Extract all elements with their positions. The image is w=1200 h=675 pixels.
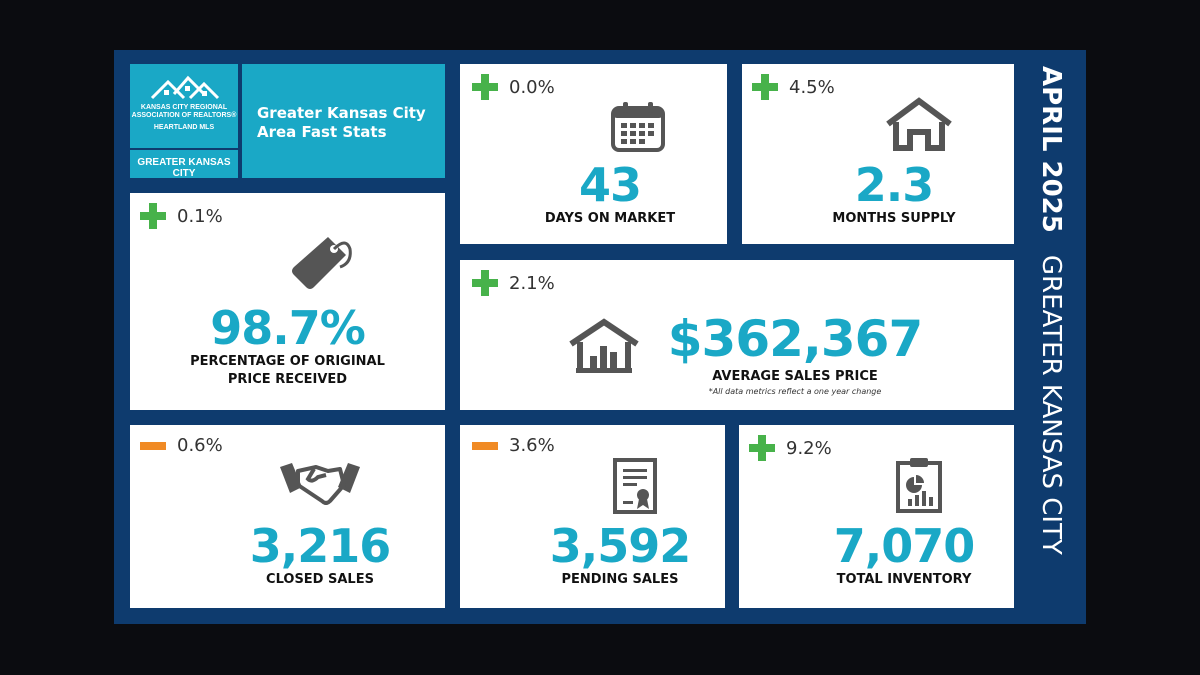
days-on-market-card: 0.0% 43 DAYS ON MARKET xyxy=(460,64,727,244)
plus-icon xyxy=(749,435,775,461)
certificate-icon xyxy=(613,458,657,514)
logo-line-1: KANSAS CITY REGIONAL xyxy=(140,104,228,111)
months-supply-label: MONTHS SUPPLY xyxy=(832,211,956,226)
report-area: GREATER KANSAS CITY xyxy=(1036,254,1066,555)
logo-line-3: HEARTLAND MLS xyxy=(153,124,215,131)
pending-sales-label: PENDING SALES xyxy=(561,572,679,587)
region-tag-text: GREATER KANSAS CITY xyxy=(137,157,231,179)
region-tag: GREATER KANSAS CITY xyxy=(130,150,238,179)
fast-stats-board: KANSAS CITY REGIONAL ASSOCIATION OF REAL… xyxy=(114,50,1086,624)
pct-original-card: 0.1% 98.7% PERCENTAGE OF ORIGINAL PRICE … xyxy=(130,193,445,410)
avg-price-label: AVERAGE SALES PRICE xyxy=(712,369,878,384)
pct-original-value: 98.7% xyxy=(210,301,366,355)
clipboard-chart-icon xyxy=(896,458,942,513)
months-supply-value: 2.3 xyxy=(854,158,935,212)
calendar-icon xyxy=(611,102,665,152)
house-chart-icon xyxy=(569,318,639,373)
house-icon xyxy=(886,97,952,151)
months-supply-change: 4.5% xyxy=(752,74,835,100)
avg-price-value: $362,367 xyxy=(667,310,924,368)
total-inventory-value: 7,070 xyxy=(833,519,976,573)
side-label: APRIL 2025 GREATER KANSAS CITY xyxy=(1029,66,1073,555)
pending-sales-card: 3.6% 3,592 PENDING SALES xyxy=(460,425,725,608)
pending-sales-value: 3,592 xyxy=(549,519,692,573)
pct-original-label-2: PRICE RECEIVED xyxy=(227,372,348,387)
pct-original-change: 0.1% xyxy=(140,203,223,229)
logo-line-2: ASSOCIATION OF REALTORS® xyxy=(131,112,237,119)
pending-sales-change: 3.6% xyxy=(472,435,555,456)
plus-icon xyxy=(140,203,166,229)
total-inventory-change: 9.2% xyxy=(749,435,832,461)
closed-sales-label: CLOSED SALES xyxy=(266,572,374,587)
total-inventory-label: TOTAL INVENTORY xyxy=(836,572,972,587)
days-on-market-value: 43 xyxy=(578,158,642,212)
handshake-icon xyxy=(280,463,360,505)
rooftops-icon xyxy=(150,75,220,100)
total-inventory-card: 9.2% 7,070 TOTAL INVENTORY xyxy=(739,425,1014,608)
pct-original-label-1: PERCENTAGE OF ORIGINAL xyxy=(190,354,385,369)
report-month: APRIL 2025 xyxy=(1036,66,1066,233)
avg-price-card: 2.1% $362,367 AVERAGE SALES PRICE *All d… xyxy=(460,260,1014,410)
title-line-1: Greater Kansas City xyxy=(257,104,426,122)
price-tag-icon xyxy=(292,237,352,289)
title-panel: Greater Kansas City Area Fast Stats xyxy=(242,64,445,178)
plus-icon xyxy=(752,74,778,100)
avg-price-change: 2.1% xyxy=(472,270,555,296)
days-on-market-change: 0.0% xyxy=(472,74,555,100)
minus-icon xyxy=(472,441,498,450)
plus-icon xyxy=(472,74,498,100)
months-supply-card: 4.5% 2.3 MONTHS SUPPLY xyxy=(742,64,1014,244)
closed-sales-card: 0.6% 3,216 CLOSED SALES xyxy=(130,425,445,608)
days-on-market-label: DAYS ON MARKET xyxy=(544,211,676,226)
minus-icon xyxy=(140,441,166,450)
title-line-2: Area Fast Stats xyxy=(257,123,387,141)
closed-sales-value: 3,216 xyxy=(249,519,392,573)
closed-sales-change: 0.6% xyxy=(140,435,223,456)
association-logo: KANSAS CITY REGIONAL ASSOCIATION OF REAL… xyxy=(130,64,238,148)
plus-icon xyxy=(472,270,498,296)
data-note: *All data metrics reflect a one year cha… xyxy=(708,387,882,396)
